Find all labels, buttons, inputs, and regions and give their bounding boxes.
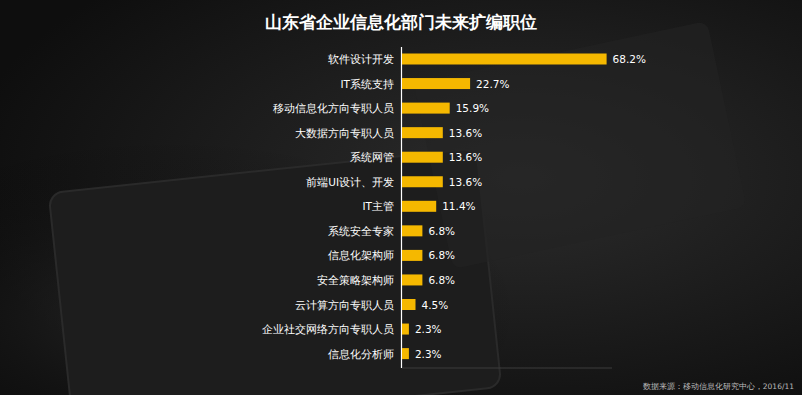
data-label: 4.5%: [422, 299, 449, 311]
category-label: 大数据方向专职人员: [295, 127, 394, 139]
category-label: 云计算方向专职人员: [295, 299, 394, 311]
category-label: 信息化架构师: [328, 249, 394, 261]
bar: [402, 299, 416, 310]
data-label: 2.3%: [415, 348, 442, 360]
category-label: 系统网管: [350, 151, 394, 163]
category-label: IT系统支持: [340, 78, 394, 90]
data-label: 6.8%: [428, 225, 455, 237]
data-label: 15.9%: [456, 102, 489, 114]
source-note: 数据来源：移动信息化研究中心，2016/11: [643, 382, 794, 391]
category-label: 信息化分析师: [328, 348, 394, 360]
data-label: 2.3%: [415, 323, 442, 335]
data-label: 11.4%: [442, 200, 475, 212]
category-label: 软件设计开发: [328, 53, 394, 65]
data-label: 6.8%: [428, 249, 455, 261]
category-label: 系统安全专家: [328, 225, 394, 237]
bar: [402, 225, 422, 236]
category-label: 企业社交网络方向专职人员: [262, 323, 394, 335]
bar: [402, 201, 436, 212]
category-axis: [401, 47, 402, 368]
title: 山东省企业信息化部门未来扩编职位: [265, 12, 537, 32]
bars: [402, 54, 607, 360]
data-label: 22.7%: [476, 78, 509, 90]
bar: [402, 127, 443, 138]
value-axis: [402, 368, 612, 369]
tablet-shape: [49, 148, 502, 395]
bar: [402, 54, 607, 65]
bar: [402, 348, 409, 359]
bar: [402, 78, 470, 89]
bar: [402, 103, 450, 114]
data-label: 13.6%: [449, 176, 482, 188]
category-label: 移动信息化方向专职人员: [273, 102, 394, 114]
bar: [402, 176, 443, 187]
bar: [402, 324, 409, 335]
data-label: 13.6%: [449, 151, 482, 163]
bar: [402, 152, 443, 163]
data-label: 13.6%: [449, 127, 482, 139]
bar: [402, 274, 422, 285]
data-label: 68.2%: [613, 53, 646, 65]
category-label: 安全策略架构师: [317, 274, 394, 286]
category-label: 前端UI设计、开发: [306, 176, 394, 188]
bar: [402, 250, 422, 261]
data-label: 6.8%: [428, 274, 455, 286]
category-label: IT主管: [362, 200, 394, 212]
